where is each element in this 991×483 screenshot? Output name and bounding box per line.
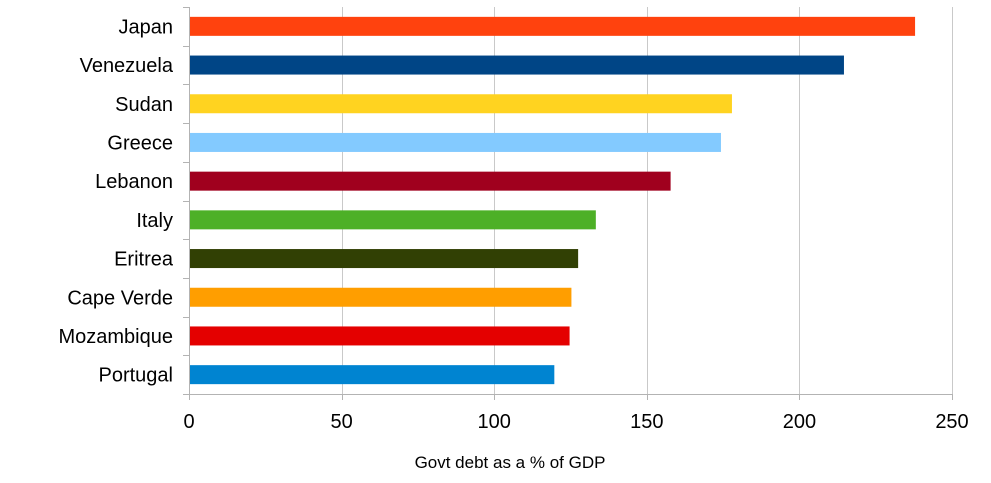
x-tick-label-100: 100 [478,411,511,433]
x-tick-label-0: 0 [183,411,194,433]
bar-greece [190,132,721,152]
category-label-eritrea: Eritrea [114,249,174,271]
axis-layer [183,7,953,400]
x-tick-label-200: 200 [783,411,816,433]
x-tick-label-250: 250 [935,411,968,433]
x-axis-title: Govt debt as a % of GDP [415,453,606,472]
bar-japan [190,16,916,36]
x-tick-label-50: 50 [330,411,352,433]
category-label-italy: Italy [136,210,173,232]
category-label-lebanon: Lebanon [95,171,173,193]
category-label-sudan: Sudan [115,94,173,116]
bar-venezuela [190,55,844,75]
category-label-mozambique: Mozambique [58,326,173,348]
category-label-greece: Greece [107,132,173,154]
bars-layer [190,16,916,385]
x-tick-labels: 0 50 100 150 200 250 [183,411,968,433]
category-label-venezuela: Venezuela [80,55,174,77]
category-label-cape-verde: Cape Verde [67,287,173,309]
x-tick-label-150: 150 [630,411,663,433]
bar-italy [190,210,596,230]
bar-mozambique [190,326,570,346]
bar-eritrea [190,249,579,269]
bar-cape-verde [190,287,572,307]
bar-sudan [190,94,732,114]
category-label-japan: Japan [119,16,174,38]
bar-lebanon [190,171,671,191]
bar-portugal [190,365,555,385]
category-labels: Japan Venezuela Sudan Greece Lebanon Italy Eri… [58,16,173,386]
category-label-portugal: Portugal [99,365,174,387]
